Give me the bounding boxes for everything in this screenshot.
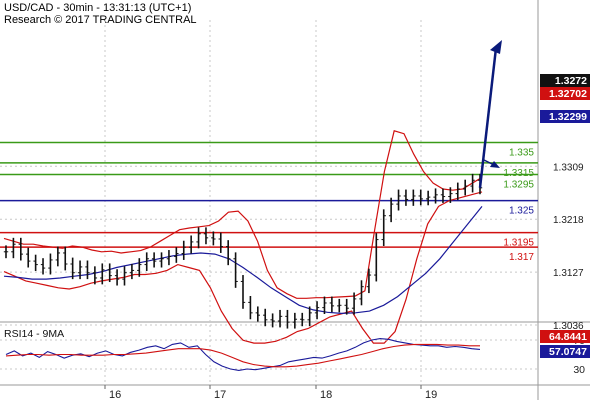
rsi-tick-label: 30 (573, 364, 585, 376)
key-level-label: 1.317 (509, 252, 534, 263)
forecast-arrowhead-alt (490, 161, 500, 168)
price-badge-label: 1.32702 (549, 88, 587, 100)
price-badge-label: 1.3272 (555, 75, 587, 87)
rsi-badge (540, 330, 590, 343)
moving-average-line (3, 206, 483, 315)
key-level-label: 1.335 (509, 147, 534, 158)
forecast-arrowhead (490, 40, 502, 54)
x-tick-label: 19 (425, 389, 437, 400)
key-level-label: 1.3295 (503, 179, 534, 190)
price-tick-label: 1.3218 (553, 215, 584, 226)
chart-copyright: Research © 2017 TRADING CENTRAL (4, 14, 197, 26)
x-tick-label: 17 (214, 389, 226, 400)
price-badge-label: 1.32299 (549, 111, 587, 123)
rsi-badge (540, 345, 590, 358)
price-badge (540, 87, 590, 100)
x-tick-label: 18 (320, 389, 332, 400)
forecast-arrow-up (478, 47, 498, 188)
key-level-label: 1.3315 (503, 168, 534, 179)
rsi-ma-line (5, 343, 480, 368)
bollinger-lower-line (3, 191, 483, 344)
price-badge (540, 74, 590, 87)
price-tick-label: 1.3309 (553, 162, 584, 173)
chart-title: USD/CAD - 30min - 13:31:13 (UTC+1) (4, 2, 192, 14)
rsi-panel-title: RSI14 - 9MA (4, 328, 64, 340)
key-level-label: 1.3195 (503, 238, 534, 249)
price-badge (540, 110, 590, 123)
rsi-badge-label: 64.8441 (549, 331, 587, 343)
x-tick-label: 16 (109, 389, 121, 400)
price-tick-label: 1.3036 (553, 321, 584, 332)
price-tick-label: 1.3127 (553, 268, 584, 279)
rsi-badge-label: 57.0747 (549, 346, 587, 358)
key-level-label: 1.325 (509, 206, 534, 217)
bollinger-upper-line (3, 130, 483, 299)
